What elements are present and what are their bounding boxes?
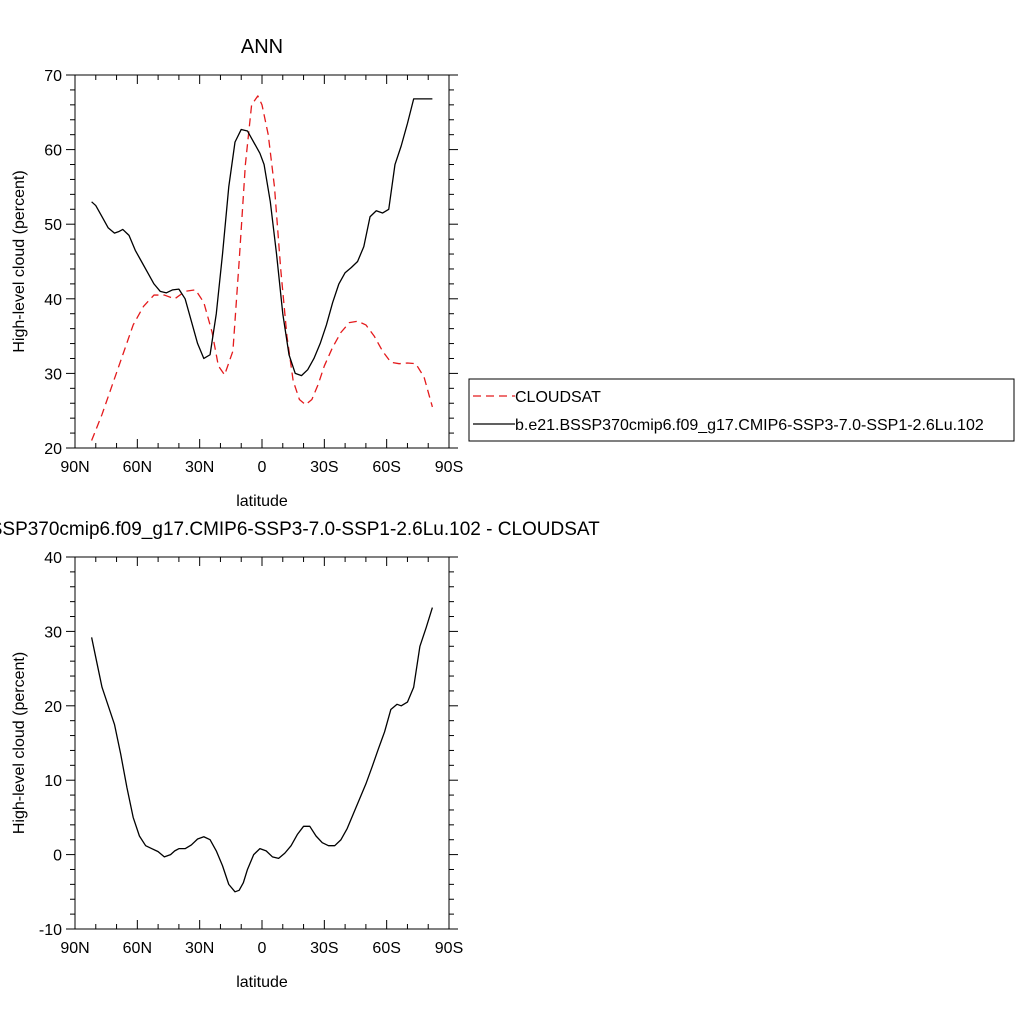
y-tick-label: 60 xyxy=(44,143,62,160)
top-chart-panel: ANN 90N 60N 30N 0 30S 60S 90S 20 30 40 50 60 70 latitu… xyxy=(11,36,1015,510)
x-tick-label: 30S xyxy=(310,940,338,957)
y-tick-label: 40 xyxy=(44,292,62,309)
series-line-model xyxy=(91,98,433,377)
x-tick-label: 30N xyxy=(185,940,214,957)
y-axis-label: High-level cloud (percent) xyxy=(11,170,28,352)
bottom-chart-panel: b.e21.BSSP370cmip6.f09_g17.CMIP6-SSP3-7.… xyxy=(0,519,600,991)
x-tick-label: 90S xyxy=(435,940,463,957)
legend: CLOUDSAT b.e21.BSSP370cmip6.f09_g17.CMIP6… xyxy=(468,378,1015,442)
x-tick-label: 0 xyxy=(258,459,267,476)
x-tick-label: 60N xyxy=(123,940,152,957)
y-tick-label: 40 xyxy=(44,550,62,567)
chart-title: ANN xyxy=(241,36,283,58)
y-tick-label: 20 xyxy=(44,441,62,458)
x-tick-label: 90S xyxy=(435,459,463,476)
x-tick-label: 0 xyxy=(258,940,267,957)
series-line-difference xyxy=(90,607,434,893)
plot-frame xyxy=(74,556,450,930)
x-tick-label: 90N xyxy=(60,459,89,476)
y-tick-label: 70 xyxy=(44,68,62,85)
y-tick-label: 10 xyxy=(44,773,62,790)
x-tick-label: 60N xyxy=(123,459,152,476)
chart-title: b.e21.BSSP370cmip6.f09_g17.CMIP6-SSP3-7.… xyxy=(0,519,600,540)
legend-box xyxy=(468,378,1015,442)
y-axis-label: High-level cloud (percent) xyxy=(11,652,28,834)
y-tick-label: 30 xyxy=(44,624,62,641)
series-line-cloudsat xyxy=(91,95,434,441)
x-axis-label: latitude xyxy=(236,974,288,991)
y-tick-label: 50 xyxy=(44,217,62,234)
y-tick-label: 0 xyxy=(53,848,62,865)
x-tick-label: 30N xyxy=(185,459,214,476)
x-axis-label: latitude xyxy=(236,493,288,510)
x-tick-label: 60S xyxy=(372,459,400,476)
y-tick-label: -10 xyxy=(39,922,62,939)
legend-entry: b.e21.BSSP370cmip6.f09_g17.CMIP6-SSP3-7.… xyxy=(515,417,984,434)
x-tick-label: 30S xyxy=(310,459,338,476)
y-tick-label: 20 xyxy=(44,699,62,716)
plot-frame xyxy=(74,74,450,449)
y-tick-label: 30 xyxy=(44,366,62,383)
legend-entry: CLOUDSAT xyxy=(515,389,601,406)
x-tick-label: 60S xyxy=(372,940,400,957)
x-tick-label: 90N xyxy=(60,940,89,957)
